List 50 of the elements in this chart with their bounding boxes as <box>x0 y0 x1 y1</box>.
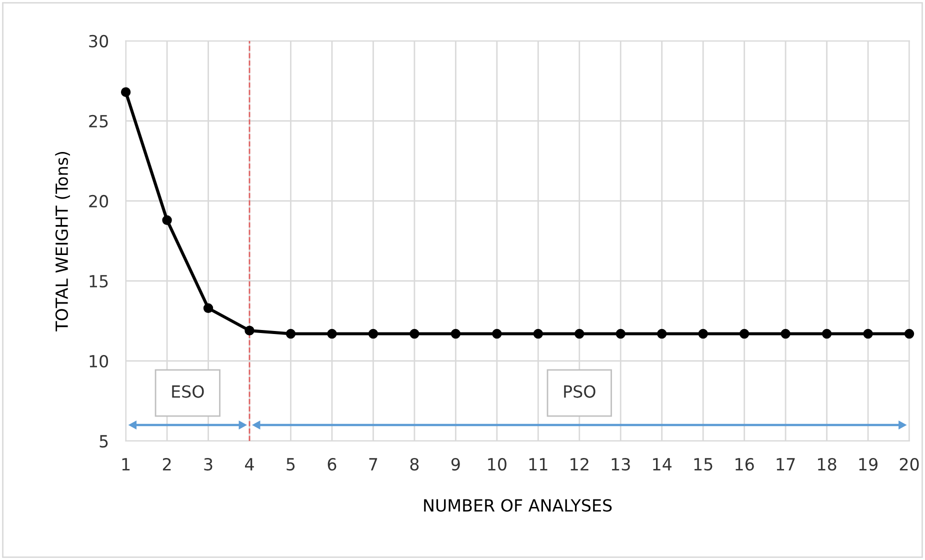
x-tick-label: 16 <box>736 458 754 471</box>
point <box>863 328 873 339</box>
x-tick-label: 14 <box>653 458 672 470</box>
point <box>492 328 502 339</box>
x-tick-label: 1 <box>122 458 130 470</box>
x-tick-label: 5 <box>286 458 295 471</box>
point <box>410 328 420 339</box>
point <box>574 328 584 339</box>
y-tick-label: 20 <box>89 194 108 208</box>
point <box>327 328 337 339</box>
point <box>616 328 626 339</box>
x-tick-label: 20 <box>900 458 919 471</box>
x-tick-label: 8 <box>410 458 419 471</box>
point <box>904 328 914 339</box>
x-tick-label: 3 <box>204 458 212 471</box>
annotation: ESO <box>172 385 204 398</box>
y-tick-label: 5 <box>100 435 108 448</box>
x-axis-title: NUMBER OF ANALYSES <box>424 499 612 512</box>
point <box>657 328 667 339</box>
x-tick-label: 15 <box>694 458 712 471</box>
point <box>450 328 461 339</box>
x-tick-label: 13 <box>612 458 630 471</box>
point <box>162 215 172 225</box>
x-tick-label: 12 <box>570 458 588 470</box>
point <box>822 328 832 339</box>
point <box>739 328 750 339</box>
point <box>780 328 790 339</box>
x-tick-label: 10 <box>488 458 506 471</box>
annotation: PSO <box>564 385 596 398</box>
point <box>533 328 544 339</box>
y-tick-label: 25 <box>89 114 108 128</box>
y-tick-label: 30 <box>89 34 108 48</box>
point <box>203 303 214 314</box>
x-tick-label: 9 <box>451 458 460 471</box>
y-tick-label: 15 <box>90 275 108 288</box>
x-tick-label: 4 <box>245 458 254 470</box>
x-tick-label: 19 <box>859 458 878 471</box>
point <box>286 328 296 339</box>
x-tick-label: 18 <box>818 458 836 471</box>
x-tick-label: 7 <box>369 458 378 470</box>
y-tick-label: 10 <box>90 354 108 368</box>
point <box>698 328 708 339</box>
point <box>368 328 378 339</box>
x-tick-label: 2 <box>162 458 171 470</box>
x-tick-label: 11 <box>529 458 548 470</box>
point <box>244 326 254 336</box>
point <box>120 87 131 97</box>
x-tick-label: 6 <box>328 458 336 471</box>
x-tick-label: 17 <box>776 458 795 470</box>
y-axis-title: TOTAL WEIGHT (Tons) <box>55 152 70 332</box>
